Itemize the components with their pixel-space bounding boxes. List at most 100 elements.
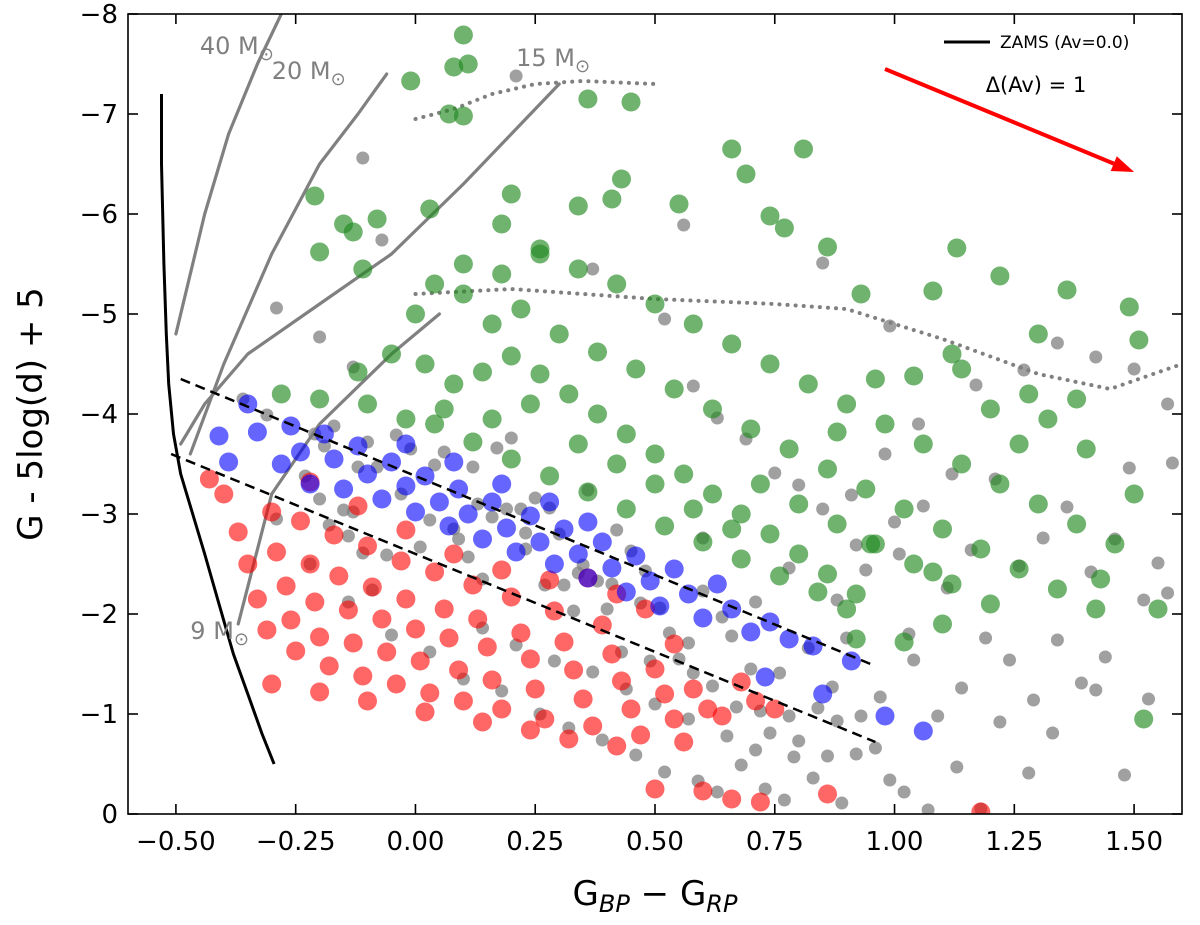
red-point-73 [750, 792, 770, 812]
reddening-vector: Δ(Av) = 1 [884, 67, 1135, 172]
field-star-point-149 [1161, 397, 1175, 411]
red-point-2 [228, 522, 248, 542]
red-point-88 [559, 729, 579, 749]
green-point-18 [818, 564, 837, 584]
red-point-50 [583, 716, 603, 736]
field-star-point-22 [428, 458, 442, 472]
green-point-13 [674, 464, 694, 484]
red-point-51 [592, 615, 612, 635]
green-point-43 [789, 494, 809, 514]
field-star-point-96 [1137, 593, 1151, 607]
red-point-67 [635, 599, 655, 619]
green-point-31 [837, 599, 857, 619]
field-star-point-1 [260, 408, 274, 422]
field-star-point-177 [677, 218, 691, 232]
field-star-point-133 [586, 665, 600, 679]
y-axis-label: G - 5log(d) + 5 [11, 287, 51, 541]
field-star-point-169 [888, 515, 901, 529]
red-point-25 [386, 674, 406, 694]
green-point-82 [947, 238, 967, 258]
blue-point-37 [650, 596, 670, 616]
green-point-62 [913, 434, 933, 454]
field-star-point-178 [816, 256, 830, 270]
field-star-point-72 [849, 747, 863, 761]
red-point-75 [971, 802, 991, 814]
green-point-50 [453, 284, 473, 304]
field-star-point-60 [729, 700, 743, 714]
green-point-49 [406, 304, 425, 324]
field-star-point-87 [1027, 693, 1040, 707]
y-tick-label-6: −6 [80, 200, 118, 230]
red-point-44 [525, 679, 545, 699]
green-point-47 [942, 574, 962, 594]
green-point-99 [439, 104, 459, 124]
red-point-56 [645, 659, 665, 679]
red-point-3 [238, 554, 258, 574]
red-point-46 [544, 601, 564, 621]
green-point-73 [568, 196, 588, 216]
field-star-point-9 [341, 529, 355, 543]
red-point-18 [338, 600, 358, 620]
field-star-point-145 [1017, 363, 1031, 377]
green-point-78 [794, 139, 813, 159]
red-point-1 [214, 484, 234, 504]
mass-annotations: 40 M⊙20 M⊙15 M⊙9 M⊙ [190, 32, 590, 650]
green-point-92 [310, 242, 330, 262]
field-star-point-146 [1050, 336, 1064, 350]
field-star-point-68 [811, 701, 825, 715]
green-point-32 [358, 394, 377, 414]
green-point-27 [693, 532, 713, 552]
green-point-112 [741, 419, 761, 439]
blue-point-42 [722, 599, 742, 619]
green-point-100 [453, 106, 473, 126]
red-group [199, 469, 991, 814]
field-star-point-155 [792, 478, 806, 492]
green-point-126 [933, 614, 952, 634]
blue-point-44 [760, 612, 780, 632]
blue-point-9 [324, 449, 344, 469]
field-star-point-39 [557, 578, 571, 592]
green-point-61 [875, 414, 895, 434]
x-tick-label-6: 1.00 [866, 827, 924, 857]
blue-point-15 [396, 476, 416, 496]
field-star-point-91 [1074, 676, 1088, 690]
green-point-124 [1134, 709, 1154, 729]
green-point-120 [1047, 579, 1067, 599]
field-star-point-81 [955, 681, 969, 695]
blue-point-13 [372, 489, 392, 509]
green-point-58 [760, 354, 780, 374]
mass-label-text-1: 20 M [272, 57, 331, 85]
red-point-14 [310, 627, 330, 647]
red-point-40 [492, 699, 512, 719]
blue-point-27 [530, 532, 550, 552]
axis-ticks: −0.50 −0.25 0.00 0.25 0.50 0.75 1.00 1.25 1.50 0 −… [80, 0, 1182, 857]
green-point-63 [952, 454, 972, 474]
red-point-42 [511, 623, 531, 643]
red-point-43 [520, 649, 540, 669]
field-star-point-89 [1050, 633, 1064, 647]
field-star-point-93 [1098, 650, 1112, 664]
green-point-128 [923, 562, 943, 582]
red-point-80 [492, 560, 512, 580]
red-point-21 [358, 536, 377, 556]
green-point-88 [851, 284, 871, 304]
red-point-7 [267, 542, 286, 562]
red-point-28 [406, 619, 425, 639]
green-point-21 [463, 432, 483, 452]
zams-curve [160, 94, 276, 765]
blue-point-5 [281, 416, 301, 436]
field-star-point-165 [749, 595, 763, 609]
reddening-arrow-shaft [884, 67, 1115, 166]
field-star-point-170 [270, 301, 283, 315]
green-point-71 [492, 214, 512, 234]
green-point-122 [1124, 484, 1144, 504]
red-point-48 [564, 660, 584, 680]
green-point-16 [760, 524, 780, 544]
blue-point-18 [429, 492, 449, 512]
green-point-107 [549, 324, 569, 344]
red-point-66 [664, 634, 684, 654]
green-point-53 [568, 259, 588, 279]
field-star-point-78 [916, 499, 930, 513]
x-tick-label-0: −0.50 [136, 827, 216, 857]
y-tick-label-0: 0 [101, 800, 118, 830]
